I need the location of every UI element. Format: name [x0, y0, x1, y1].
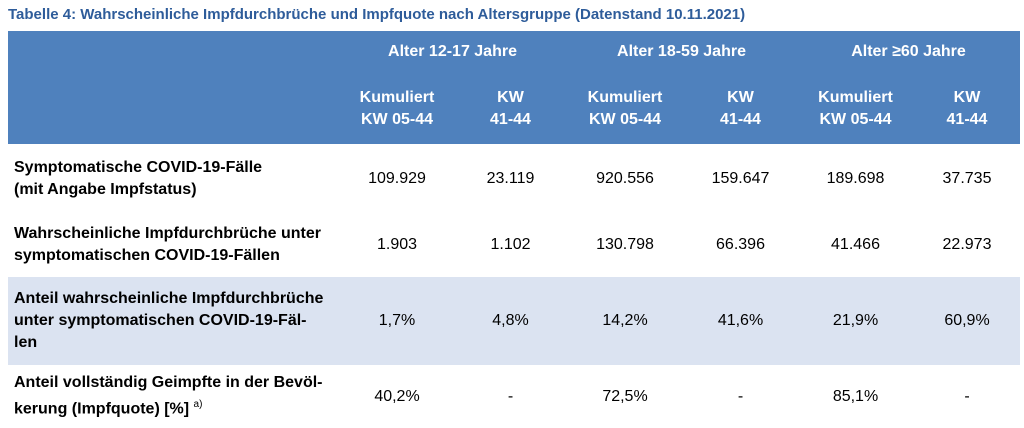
table-cell: 1,7%: [339, 277, 455, 365]
age-group-header-60-plus: Alter ≥60 Jahre: [797, 31, 1020, 73]
table-cell: -: [964, 387, 970, 405]
table-cell: 14,2%: [566, 277, 684, 365]
subheader-kumuliert: Kumuliert KW 05-44: [797, 73, 914, 144]
table-cell: 21,9%: [797, 277, 914, 365]
table-cell: 72,5%: [602, 387, 648, 405]
subheader-kw: KW 41-44: [914, 73, 1020, 144]
table-cell: 920.556: [596, 169, 654, 187]
row-label: Wahrscheinliche Impfdurchbrüche unter sy…: [14, 225, 322, 264]
table-cell: -: [737, 387, 744, 405]
table-cell: 23.119: [486, 169, 535, 187]
table-cell: 40,2%: [374, 387, 420, 405]
row-label: Symptomatische COVID-19-Fälle (mit Angab…: [14, 158, 263, 198]
age-group-header-18-59: Alter 18-59 Jahre: [566, 31, 797, 73]
table-cell: 85,1%: [832, 387, 879, 405]
age-group-header-12-17: Alter 12-17 Jahre: [339, 31, 566, 73]
subheader-kumuliert: Kumuliert KW 05-44: [339, 73, 455, 144]
row-label: Anteil vollständig Geimpfte in der Bevöl…: [14, 374, 323, 418]
subheader-kw: KW 41-44: [455, 73, 566, 144]
table-cell: 66.396: [716, 236, 765, 253]
empty-header-cell: [8, 73, 339, 144]
table-row-breakthrough-share: Anteil wahrscheinliche Impfdurchbrüche u…: [8, 277, 1020, 365]
table-cell: 41,6%: [684, 277, 797, 365]
table-cell: 130.798: [596, 236, 654, 253]
table-cell: 109.929: [368, 169, 426, 187]
table-cell: 1.102: [490, 236, 531, 253]
table-cell: 1.903: [376, 236, 418, 253]
table-cell: 37.735: [942, 169, 992, 187]
table-cell: -: [507, 387, 514, 405]
subheader-kw: KW 41-44: [684, 73, 797, 144]
table-cell: 60,9%: [914, 277, 1020, 365]
vaccination-breakthrough-table: Alter 12-17 Jahre Alter 18-59 Jahre Alte…: [8, 31, 1020, 428]
table-cell: 159.647: [711, 169, 770, 187]
age-group-header-row: Alter 12-17 Jahre Alter 18-59 Jahre Alte…: [8, 31, 1020, 73]
table-cell: 189.698: [826, 169, 885, 187]
row-label: Anteil wahrscheinliche Impfdurchbrüche u…: [8, 277, 339, 365]
table-row-breakthroughs: Wahrscheinliche Impfdurchbrüche unter sy…: [8, 213, 1020, 277]
footnote-marker: a): [193, 399, 203, 411]
table-row-symptomatic-cases: Symptomatische COVID-19-Fälle (mit Angab…: [8, 144, 1020, 213]
empty-header-cell: [8, 31, 339, 73]
table-row-vaccination-rate: Anteil vollständig Geimpfte in der Bevöl…: [8, 365, 1020, 428]
table-cell: 4,8%: [455, 277, 566, 365]
table-caption: Tabelle 4: Wahrscheinliche Impfdurchbrüc…: [8, 6, 746, 23]
table-cell: 41.466: [831, 236, 880, 253]
subheader-kumuliert: Kumuliert KW 05-44: [566, 73, 684, 144]
table-cell: 22.973: [942, 236, 992, 253]
period-header-row: Kumuliert KW 05-44 KW 41-44 Kumuliert KW…: [8, 73, 1020, 144]
